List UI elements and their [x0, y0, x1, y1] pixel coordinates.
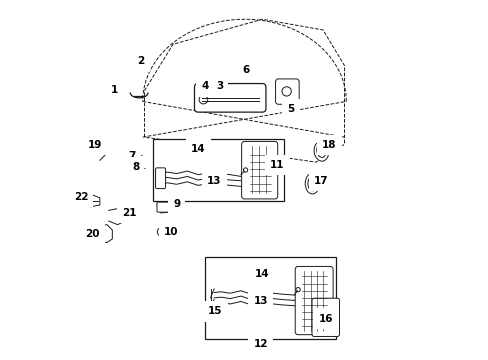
Text: 19: 19	[88, 140, 102, 150]
Text: 6: 6	[242, 65, 249, 75]
Text: 3: 3	[215, 81, 223, 91]
FancyBboxPatch shape	[157, 202, 169, 212]
Text: 9: 9	[173, 199, 180, 209]
FancyBboxPatch shape	[194, 84, 265, 112]
FancyBboxPatch shape	[153, 139, 283, 202]
FancyBboxPatch shape	[275, 79, 299, 104]
Text: 13: 13	[206, 176, 221, 186]
Text: 16: 16	[318, 314, 332, 324]
Text: 13: 13	[253, 296, 267, 306]
Text: 22: 22	[74, 192, 88, 202]
FancyBboxPatch shape	[205, 257, 335, 339]
Text: 21: 21	[122, 208, 137, 218]
FancyBboxPatch shape	[295, 266, 332, 335]
Text: 5: 5	[287, 104, 294, 114]
Text: 12: 12	[253, 339, 267, 349]
Text: 18: 18	[322, 140, 336, 150]
Ellipse shape	[307, 176, 316, 191]
Text: 14: 14	[254, 269, 268, 279]
Ellipse shape	[313, 142, 328, 161]
FancyBboxPatch shape	[155, 168, 165, 189]
Ellipse shape	[285, 107, 294, 114]
Text: 4: 4	[201, 81, 208, 91]
FancyBboxPatch shape	[134, 148, 140, 161]
FancyBboxPatch shape	[311, 298, 339, 337]
Text: 2: 2	[137, 57, 144, 66]
Text: 20: 20	[85, 229, 100, 239]
Ellipse shape	[316, 144, 325, 157]
Text: 7: 7	[128, 151, 135, 161]
Ellipse shape	[305, 173, 319, 194]
Text: 11: 11	[269, 160, 284, 170]
Text: 15: 15	[207, 306, 222, 316]
Text: 10: 10	[163, 227, 178, 237]
FancyBboxPatch shape	[241, 141, 277, 199]
FancyBboxPatch shape	[134, 166, 140, 176]
Text: 8: 8	[132, 162, 139, 172]
Text: 1: 1	[110, 85, 118, 95]
Text: 17: 17	[313, 176, 328, 186]
Text: 14: 14	[190, 144, 205, 154]
